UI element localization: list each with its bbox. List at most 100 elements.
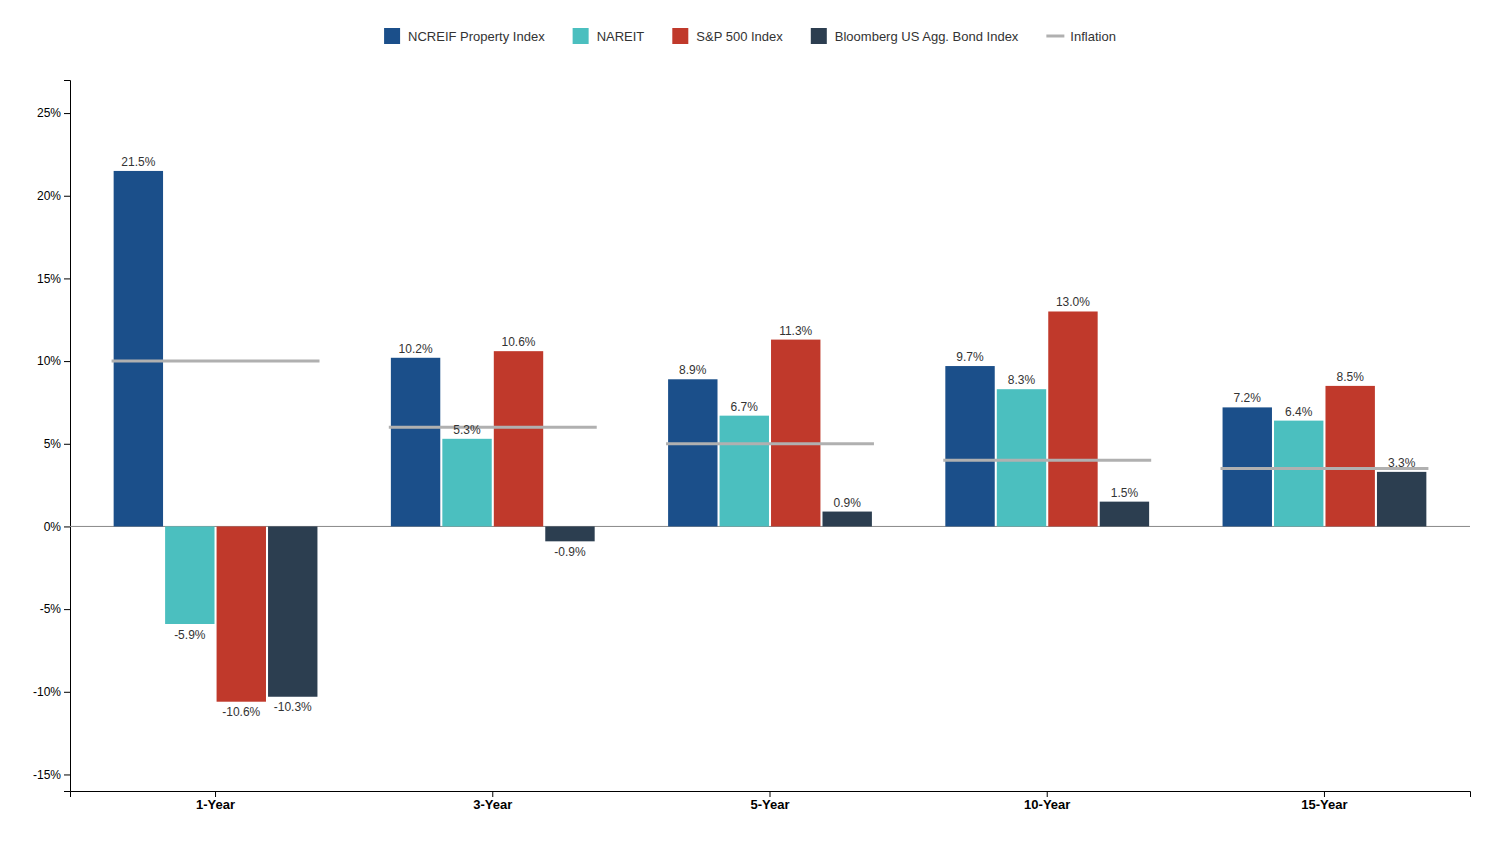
bar xyxy=(1100,502,1149,527)
legend-item: Inflation xyxy=(1046,29,1116,44)
data-labels: 21.5%10.2%8.9%9.7%7.2%-5.9%5.3%6.7%8.3%6… xyxy=(121,155,1415,719)
bar xyxy=(1325,386,1374,527)
data-label: 6.7% xyxy=(731,400,759,414)
legend-label: S&P 500 Index xyxy=(696,29,783,44)
y-tick-label: -15% xyxy=(33,768,61,782)
bar xyxy=(1377,472,1426,527)
y-tick-label: 20% xyxy=(37,189,61,203)
bar xyxy=(217,526,266,701)
bar xyxy=(1048,311,1097,526)
marks xyxy=(112,171,1429,702)
x-tick-mark xyxy=(1324,791,1325,797)
y-tick-mark xyxy=(64,278,70,279)
x-tick-mark xyxy=(492,791,493,797)
data-label: 10.6% xyxy=(501,335,535,349)
x-tick: 1-Year xyxy=(196,791,235,812)
bar xyxy=(114,171,163,527)
legend: NCREIF Property Index NAREIT S&P 500 Index… xyxy=(384,28,1116,44)
x-tick: 10-Year xyxy=(1024,791,1070,812)
y-tick: 5% xyxy=(44,437,70,451)
data-label: 11.3% xyxy=(779,324,812,338)
bar xyxy=(720,416,769,527)
bar xyxy=(442,439,491,527)
bar xyxy=(165,526,214,624)
inflation-segment xyxy=(666,442,874,445)
y-tick-mark xyxy=(64,113,70,114)
bar xyxy=(945,366,994,526)
data-label: -5.9% xyxy=(174,628,206,642)
bar xyxy=(822,512,871,527)
data-label: 8.9% xyxy=(679,363,707,377)
data-label: 21.5% xyxy=(121,155,155,169)
inflation-segment xyxy=(389,426,597,429)
y-tick: 15% xyxy=(37,272,70,286)
legend-label: Bloomberg US Agg. Bond Index xyxy=(835,29,1019,44)
data-label: 8.5% xyxy=(1337,370,1365,384)
legend-label: NAREIT xyxy=(597,29,645,44)
bar-series xyxy=(165,389,1323,624)
x-tick-label: 5-Year xyxy=(750,797,789,812)
y-tick: 25% xyxy=(37,106,70,120)
inflation-segment xyxy=(112,360,320,363)
legend-swatch xyxy=(811,28,827,44)
y-tick-mark xyxy=(64,444,70,445)
bar xyxy=(494,351,543,526)
y-tick: 20% xyxy=(37,189,70,203)
y-tick-mark xyxy=(64,692,70,693)
legend-label: Inflation xyxy=(1070,29,1116,44)
y-tick-label: 5% xyxy=(44,437,62,451)
bar xyxy=(997,389,1046,526)
x-tick-label: 1-Year xyxy=(196,797,235,812)
legend-item: NAREIT xyxy=(573,28,645,44)
bar-series xyxy=(268,472,1426,697)
x-axis-line xyxy=(71,792,1471,798)
data-label: 1.5% xyxy=(1111,486,1139,500)
x-tick-mark xyxy=(215,791,216,797)
y-tick-mark xyxy=(64,361,70,362)
legend-item: NCREIF Property Index xyxy=(384,28,545,44)
data-label: -10.3% xyxy=(274,700,312,714)
x-tick-mark xyxy=(770,791,771,797)
y-tick-label: 10% xyxy=(37,354,61,368)
bar xyxy=(1274,421,1323,527)
inflation-segment xyxy=(943,459,1151,462)
x-tick-mark xyxy=(1047,791,1048,797)
x-tick: 3-Year xyxy=(473,791,512,812)
x-tick: 5-Year xyxy=(750,791,789,812)
data-label: 3.3% xyxy=(1388,456,1416,470)
y-tick: -5% xyxy=(40,602,70,616)
data-label: 0.9% xyxy=(834,496,862,510)
legend-item: S&P 500 Index xyxy=(672,28,783,44)
y-axis: -15% -10% -5% 0% 5% 10% 15% 20% 25% xyxy=(33,81,71,792)
data-label: 9.7% xyxy=(956,350,984,364)
legend-swatch xyxy=(384,28,400,44)
y-tick: -15% xyxy=(33,768,70,782)
plot: -15% -10% -5% 0% 5% 10% 15% 20% 25% 1-Year 3-Year 5… xyxy=(33,81,1471,813)
bar xyxy=(771,340,820,527)
y-tick-mark xyxy=(64,774,70,775)
y-tick: 0% xyxy=(44,520,70,534)
x-tick: 15-Year xyxy=(1301,791,1347,812)
y-tick-label: 0% xyxy=(44,520,62,534)
data-label: -10.6% xyxy=(222,705,260,719)
y-tick-label: -10% xyxy=(33,685,61,699)
x-tick-label: 15-Year xyxy=(1301,797,1347,812)
bar-series xyxy=(114,171,1272,527)
data-label: 10.2% xyxy=(399,342,433,356)
legend-swatch xyxy=(1046,35,1064,38)
bar xyxy=(545,526,594,541)
legend-item: Bloomberg US Agg. Bond Index xyxy=(811,28,1019,44)
legend-label: NCREIF Property Index xyxy=(408,29,545,44)
legend-swatch xyxy=(672,28,688,44)
x-axis: 1-Year 3-Year 5-Year 10-Year 15-Year xyxy=(71,791,1471,812)
y-axis-line xyxy=(64,81,71,792)
y-tick-label: -5% xyxy=(40,602,62,616)
y-tick-mark xyxy=(64,526,70,527)
legend-swatch xyxy=(573,28,589,44)
x-tick-label: 10-Year xyxy=(1024,797,1070,812)
y-tick: 10% xyxy=(37,354,70,368)
y-tick-label: 25% xyxy=(37,106,61,120)
bar xyxy=(268,526,317,696)
y-tick-mark xyxy=(64,609,70,610)
x-tick-label: 3-Year xyxy=(473,797,512,812)
